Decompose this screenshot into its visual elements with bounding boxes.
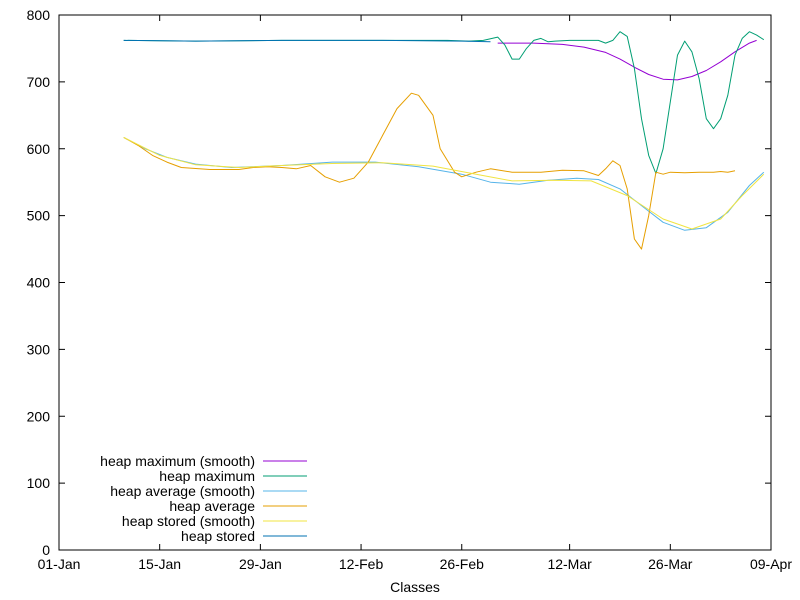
x-tick-label: 26-Mar [648,556,693,572]
x-tick-label: 29-Jan [239,556,282,572]
y-tick-label: 500 [27,208,51,224]
x-tick-label: 15-Jan [138,556,181,572]
series-line-3 [123,92,736,250]
y-tick-label: 200 [27,408,51,424]
y-tick-label: 400 [27,275,51,291]
y-tick-label: 800 [27,7,51,23]
series-line-1 [123,31,765,174]
legend-label: heap average (smooth) [110,483,255,499]
legend-label: heap average [169,498,255,514]
legend-label: heap maximum (smooth) [100,453,255,469]
y-tick-label: 100 [27,475,51,491]
series-line-2 [123,136,765,231]
x-tick-label: 12-Mar [547,556,592,572]
y-tick-label: 300 [27,341,51,357]
x-tick-label: 12-Feb [339,556,384,572]
y-axis: 0 100 200 300 400 500 600 700 800 [27,7,771,558]
series-line-5 [123,39,491,43]
x-tick-label: 26-Feb [440,556,485,572]
series-line-4 [123,136,765,230]
legend-label: heap stored (smooth) [122,513,255,529]
y-tick-label: 0 [42,542,50,558]
legend-label: heap maximum [159,468,255,484]
x-axis-title: Classes [390,579,440,595]
x-tick-label: 09-Apr [750,556,792,572]
legend-label: heap stored [181,528,255,544]
y-tick-label: 700 [27,74,51,90]
y-tick-label: 600 [27,141,51,157]
plot-lines [123,31,765,250]
x-axis: 01-Jan 15-Jan 29-Jan 12-Feb 26-Feb 12-Mar 26-M… [38,15,792,572]
x-tick-label: 01-Jan [38,556,81,572]
series-line-0 [497,39,757,81]
